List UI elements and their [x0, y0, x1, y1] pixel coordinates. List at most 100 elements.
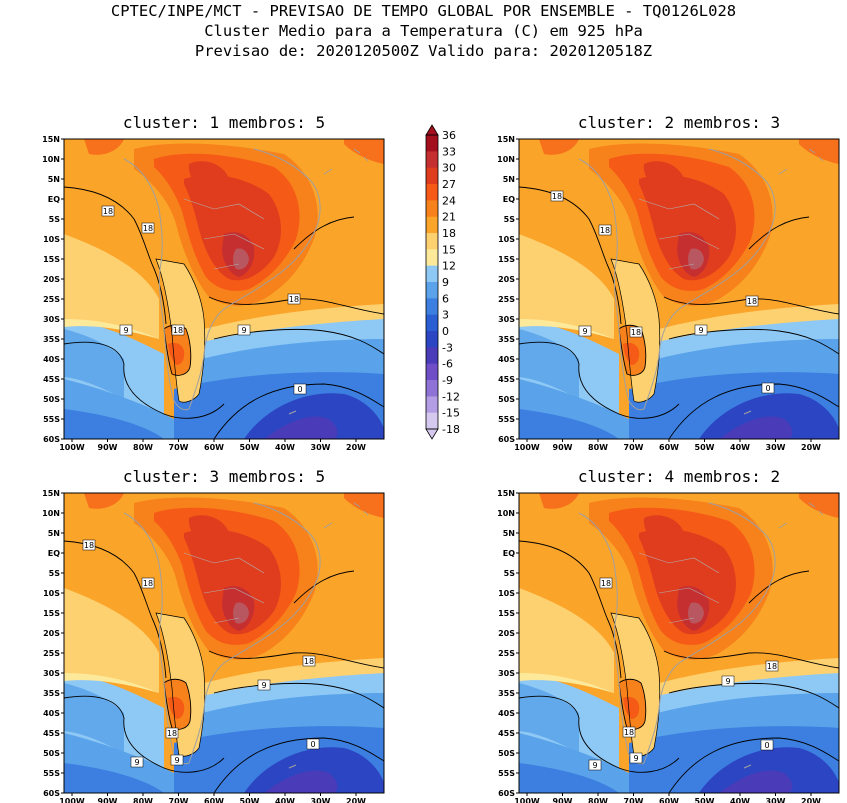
lat-tick-label: 30S — [498, 669, 515, 678]
lon-tick-label: 70W — [169, 443, 189, 452]
contour-label: 0 — [306, 738, 320, 750]
lat-tick-label: 25S — [43, 295, 60, 304]
colorbar-label: 33 — [442, 145, 456, 158]
lat-tick-label: 10S — [43, 235, 60, 244]
lon-tick-label: 90W — [553, 443, 573, 452]
lat-tick-label: 5S — [49, 569, 61, 578]
lat-tick-label: 60S — [43, 435, 60, 444]
lon-tick-label: 70W — [624, 443, 644, 452]
colorbar-top-arrow — [425, 124, 439, 136]
contour-label: 18 — [165, 727, 179, 739]
contour-label: 18 — [550, 190, 564, 202]
lat-tick-label: 55S — [43, 415, 60, 424]
colorbar-segment — [426, 314, 438, 332]
svg-text:18: 18 — [167, 729, 177, 738]
contour-label: 18 — [287, 293, 301, 305]
lat-tick-label: 10S — [43, 589, 60, 598]
colorbar-segment — [426, 347, 438, 365]
lon-tick-label: 40W — [730, 797, 750, 803]
contour-label: 18 — [141, 577, 155, 589]
map-panel-2 — [518, 138, 840, 440]
svg-text:9: 9 — [174, 756, 179, 765]
axis-labels: 15N10N5NEQ5S10S15S20S25S30S35S40S45S50S5… — [42, 135, 821, 803]
lat-tick-label: 10S — [498, 589, 515, 598]
colorbar-segment — [426, 396, 438, 414]
lon-tick-label: 40W — [275, 443, 295, 452]
lon-tick-label: 50W — [240, 443, 260, 452]
lat-tick-label: 35S — [498, 335, 515, 344]
contour-label: 18 — [622, 726, 636, 738]
lat-tick-label: 5N — [48, 529, 60, 538]
contour-label: 18 — [745, 295, 759, 307]
colorbar-label: 18 — [442, 227, 456, 240]
svg-text:18: 18 — [103, 207, 113, 216]
colorbar-label: -12 — [442, 390, 460, 403]
lat-tick-label: 5S — [49, 215, 61, 224]
colorbar-segment — [426, 135, 438, 152]
map-panel-3 — [63, 492, 385, 794]
lat-tick-label: 15N — [42, 489, 60, 498]
lon-tick-label: 30W — [766, 443, 786, 452]
svg-text:18: 18 — [143, 579, 153, 588]
colorbar-label: -9 — [442, 374, 453, 387]
colorbar-label: -15 — [442, 407, 460, 420]
svg-text:9: 9 — [582, 327, 587, 336]
svg-text:9: 9 — [134, 758, 139, 767]
lon-tick-label: 90W — [98, 443, 118, 452]
colorbar-label: 3 — [442, 309, 449, 322]
contour-label: 9 — [170, 754, 184, 766]
colorbar-label: 30 — [442, 162, 456, 175]
lon-tick-label: 60W — [659, 797, 679, 803]
lat-tick-label: 50S — [498, 395, 515, 404]
lon-tick-label: 90W — [98, 797, 118, 803]
colorbar-segment — [426, 298, 438, 316]
map-panel-1 — [63, 138, 385, 440]
svg-text:0: 0 — [764, 741, 769, 750]
lat-tick-label: 10N — [497, 509, 515, 518]
svg-text:18: 18 — [289, 295, 299, 304]
lon-tick-label: 20W — [346, 797, 366, 803]
svg-text:9: 9 — [592, 761, 597, 770]
lat-tick-label: EQ — [503, 549, 515, 558]
lon-tick-label: 50W — [695, 797, 715, 803]
lat-tick-label: 45S — [498, 729, 515, 738]
lat-tick-label: 10N — [497, 155, 515, 164]
lat-tick-label: 5S — [504, 569, 516, 578]
contour-label: 9 — [119, 324, 133, 336]
lat-tick-label: 35S — [43, 689, 60, 698]
subtitle: Cluster Medio para a Temperatura (C) em … — [204, 22, 643, 40]
lon-tick-label: 60W — [659, 443, 679, 452]
contour-label: 0 — [761, 382, 775, 394]
colorbar-segment — [426, 200, 438, 218]
lat-tick-label: EQ — [503, 195, 515, 204]
contour-label: 18 — [171, 324, 185, 336]
lon-tick-label: 80W — [588, 443, 608, 452]
colorbar-label: 27 — [442, 178, 456, 191]
colorbar-segment — [426, 184, 438, 201]
lat-tick-label: 10N — [42, 509, 60, 518]
lat-tick-label: 45S — [43, 375, 60, 384]
lat-tick-label: 20S — [498, 275, 515, 284]
contour-label: 18 — [598, 224, 612, 236]
contour-label: 9 — [721, 675, 735, 687]
lon-tick-label: 70W — [169, 797, 189, 803]
lon-tick-label: 80W — [133, 443, 153, 452]
svg-text:0: 0 — [310, 740, 315, 749]
lat-tick-label: 25S — [498, 295, 515, 304]
lat-tick-label: 20S — [43, 275, 60, 284]
colorbar-segment — [426, 331, 438, 348]
lat-tick-label: 15S — [498, 255, 515, 264]
lon-tick-label: 30W — [766, 797, 786, 803]
lon-tick-label: 30W — [311, 797, 331, 803]
lat-tick-label: 50S — [43, 395, 60, 404]
lat-tick-label: 40S — [43, 709, 60, 718]
colorbar-label: 12 — [442, 260, 456, 273]
lon-tick-label: 70W — [624, 797, 644, 803]
lat-tick-label: 45S — [498, 375, 515, 384]
svg-text:18: 18 — [84, 541, 94, 550]
colorbar-segment — [426, 363, 438, 381]
lat-tick-label: EQ — [48, 195, 60, 204]
contour-label: 18 — [599, 577, 613, 589]
contour-label: 9 — [130, 756, 144, 768]
